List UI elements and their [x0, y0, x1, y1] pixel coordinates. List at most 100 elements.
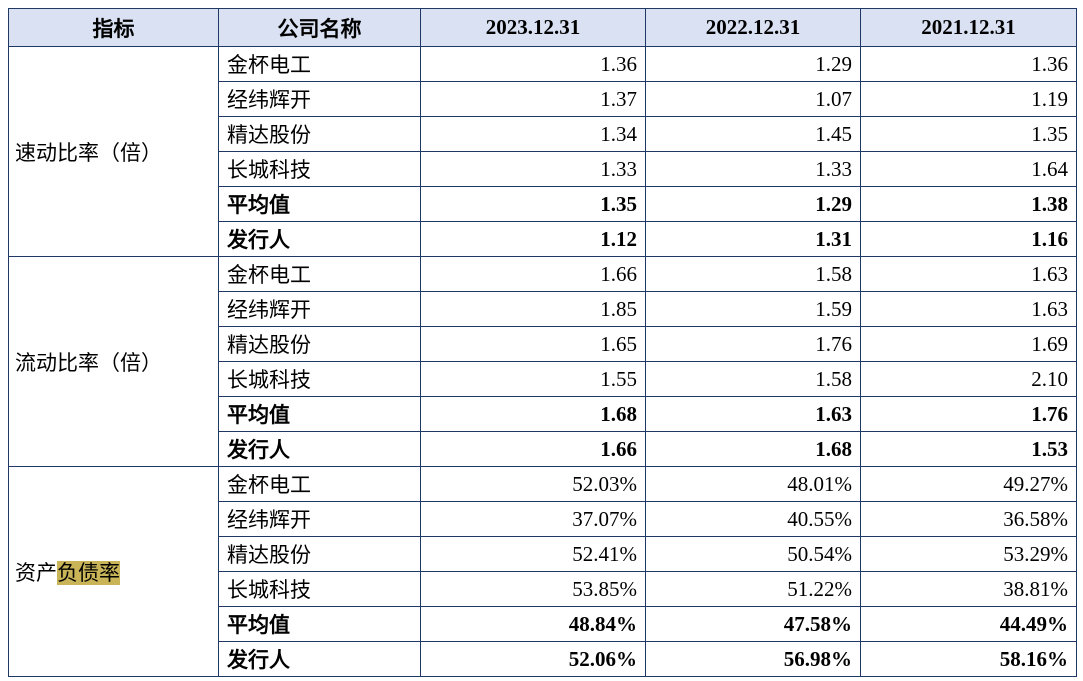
value-cell: 1.29	[645, 186, 861, 222]
value-cell: 1.35	[860, 116, 1077, 152]
indicator-cell: 资产负债率	[8, 466, 219, 677]
value-cell: 1.68	[420, 396, 646, 432]
value-cell: 58.16%	[860, 641, 1077, 677]
company-cell: 经纬辉开	[218, 81, 421, 117]
value-cell: 40.55%	[645, 501, 861, 537]
indicator-text: 速动比率（倍）	[15, 140, 162, 165]
table-row: 发行人 52.06% 56.98% 58.16%	[9, 641, 1077, 677]
company-cell: 长城科技	[218, 361, 421, 397]
value-cell: 38.81%	[860, 571, 1077, 607]
value-cell: 47.58%	[645, 606, 861, 642]
value-cell: 52.41%	[420, 536, 646, 572]
value-cell: 1.07	[645, 81, 861, 117]
header-cell: 2022.12.31	[645, 8, 861, 47]
table-row: 发行人 1.12 1.31 1.16	[9, 221, 1077, 257]
value-cell: 1.38	[860, 186, 1077, 222]
value-cell: 53.85%	[420, 571, 646, 607]
company-cell: 长城科技	[218, 571, 421, 607]
table-row: 精达股份 1.65 1.76 1.69	[9, 326, 1077, 362]
value-cell: 50.54%	[645, 536, 861, 572]
table-row: 长城科技 1.33 1.33 1.64	[9, 151, 1077, 187]
value-cell: 1.55	[420, 361, 646, 397]
value-cell: 1.66	[420, 256, 646, 292]
value-cell: 1.19	[860, 81, 1077, 117]
table-body: 速动比率（倍） 金杯电工 1.36 1.29 1.36 经纬辉开 1.37 1.07 1.19 精…	[8, 46, 1077, 677]
value-cell: 37.07%	[420, 501, 646, 537]
company-cell: 金杯电工	[218, 466, 421, 502]
company-cell: 精达股份	[218, 326, 421, 362]
table-row: 平均值 1.35 1.29 1.38	[9, 186, 1077, 222]
value-cell: 1.66	[420, 431, 646, 467]
indicator-text: 资产	[15, 560, 57, 585]
value-cell: 1.63	[860, 256, 1077, 292]
indicator-text: 流动比率（倍）	[15, 350, 162, 375]
table-row: 经纬辉开 37.07% 40.55% 36.58%	[9, 501, 1077, 537]
value-cell: 1.33	[420, 151, 646, 187]
data-table: 指标 公司名称 2023.12.31 2022.12.31 2021.12.31 速动比…	[8, 8, 1077, 677]
value-cell: 1.58	[645, 361, 861, 397]
company-cell: 精达股份	[218, 536, 421, 572]
company-cell: 发行人	[218, 221, 421, 257]
company-cell: 发行人	[218, 641, 421, 677]
company-cell: 经纬辉开	[218, 291, 421, 327]
value-cell: 1.36	[860, 46, 1077, 82]
company-cell: 平均值	[218, 396, 421, 432]
value-cell: 1.45	[645, 116, 861, 152]
value-cell: 1.12	[420, 221, 646, 257]
value-cell: 1.85	[420, 291, 646, 327]
indicator-cell: 速动比率（倍）	[8, 46, 219, 257]
value-cell: 1.63	[645, 396, 861, 432]
value-cell: 52.06%	[420, 641, 646, 677]
value-cell: 36.58%	[860, 501, 1077, 537]
value-cell: 1.76	[860, 396, 1077, 432]
header-cell: 公司名称	[218, 8, 421, 47]
value-cell: 48.84%	[420, 606, 646, 642]
value-cell: 1.65	[420, 326, 646, 362]
value-cell: 1.53	[860, 431, 1077, 467]
value-cell: 1.36	[420, 46, 646, 82]
value-cell: 1.16	[860, 221, 1077, 257]
company-cell: 平均值	[218, 186, 421, 222]
company-cell: 金杯电工	[218, 256, 421, 292]
table-row: 速动比率（倍） 金杯电工 1.36 1.29 1.36	[8, 46, 1077, 257]
table-row: 资产负债率 金杯电工 52.03% 48.01% 49.27%	[8, 466, 1077, 677]
company-cell: 经纬辉开	[218, 501, 421, 537]
value-cell: 1.33	[645, 151, 861, 187]
table-row: 精达股份 52.41% 50.54% 53.29%	[9, 536, 1077, 572]
table-row: 经纬辉开 1.85 1.59 1.63	[9, 291, 1077, 327]
value-cell: 49.27%	[860, 466, 1077, 502]
value-cell: 1.31	[645, 221, 861, 257]
table-row: 发行人 1.66 1.68 1.53	[9, 431, 1077, 467]
value-cell: 1.59	[645, 291, 861, 327]
value-cell: 1.64	[860, 151, 1077, 187]
value-cell: 44.49%	[860, 606, 1077, 642]
value-cell: 2.10	[860, 361, 1077, 397]
indicator-cell: 流动比率（倍）	[8, 256, 219, 467]
company-cell: 平均值	[218, 606, 421, 642]
value-cell: 1.68	[645, 431, 861, 467]
value-cell: 52.03%	[420, 466, 646, 502]
company-cell: 发行人	[218, 431, 421, 467]
value-cell: 1.58	[645, 256, 861, 292]
company-cell: 金杯电工	[218, 46, 421, 82]
indicator-text: 负债率	[57, 560, 120, 585]
header-row: 指标 公司名称 2023.12.31 2022.12.31 2021.12.31	[8, 8, 1077, 47]
header-cell: 2023.12.31	[420, 8, 646, 47]
table-row: 平均值 1.68 1.63 1.76	[9, 396, 1077, 432]
table-row: 流动比率（倍） 金杯电工 1.66 1.58 1.63	[8, 256, 1077, 467]
value-cell: 56.98%	[645, 641, 861, 677]
header-cell: 指标	[8, 8, 219, 47]
company-cell: 精达股份	[218, 116, 421, 152]
header-cell: 2021.12.31	[860, 8, 1077, 47]
value-cell: 53.29%	[860, 536, 1077, 572]
value-cell: 1.35	[420, 186, 646, 222]
value-cell: 1.34	[420, 116, 646, 152]
value-cell: 1.37	[420, 81, 646, 117]
value-cell: 1.29	[645, 46, 861, 82]
value-cell: 1.69	[860, 326, 1077, 362]
value-cell: 1.63	[860, 291, 1077, 327]
table-row: 平均值 48.84% 47.58% 44.49%	[9, 606, 1077, 642]
value-cell: 48.01%	[645, 466, 861, 502]
value-cell: 1.76	[645, 326, 861, 362]
